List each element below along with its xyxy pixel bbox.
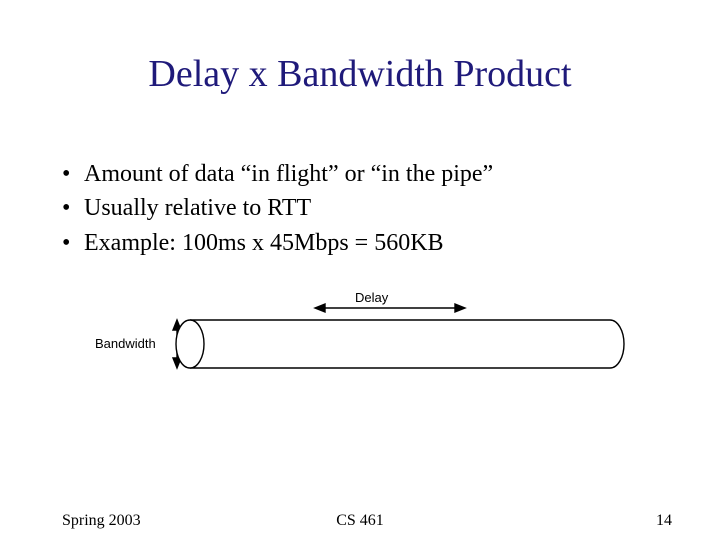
- slide: Delay x Bandwidth Product Amount of data…: [0, 0, 720, 540]
- bandwidth-label: Bandwidth: [95, 336, 156, 351]
- bullet-item: Amount of data “in flight” or “in the pi…: [62, 158, 493, 190]
- pipe-diagram: Delay Bandwidth: [95, 290, 635, 400]
- slide-title: Delay x Bandwidth Product: [0, 52, 720, 96]
- footer-course: CS 461: [0, 512, 720, 530]
- delay-label: Delay: [355, 290, 389, 305]
- delay-arrow: [315, 304, 465, 312]
- pipe-svg: Delay Bandwidth: [95, 290, 635, 400]
- pipe-cylinder: [176, 320, 624, 368]
- bullet-list: Amount of data “in flight” or “in the pi…: [62, 158, 493, 261]
- bullet-item: Example: 100ms x 45Mbps = 560KB: [62, 227, 493, 259]
- footer-page-number: 14: [656, 512, 672, 530]
- bullet-item: Usually relative to RTT: [62, 192, 493, 224]
